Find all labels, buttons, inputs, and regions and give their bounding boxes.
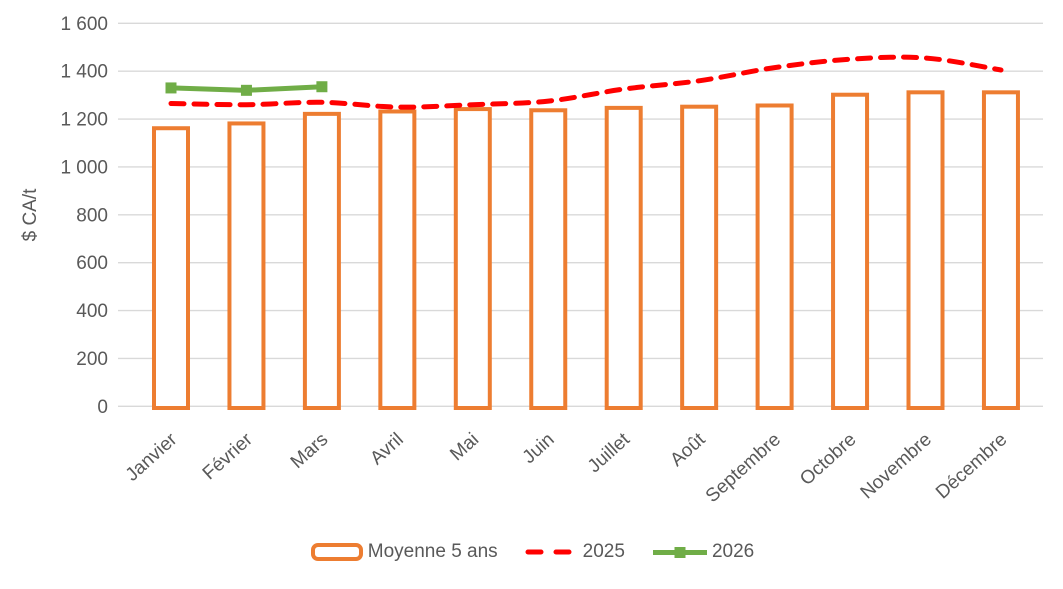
bar-janvier: [152, 126, 190, 410]
legend: Moyenne 5 ans 2025 2026: [0, 541, 1063, 563]
bar-juillet: [604, 105, 643, 411]
x-axis-label-octobre: Octobre: [796, 429, 860, 490]
legend-item-2025: 2025: [524, 541, 625, 563]
y-axis-tick-labels: 0 200 400 600 800 1 000 1 200 1 400 1 600: [60, 14, 108, 418]
y-tick-label: 1 000: [60, 157, 108, 178]
bar-décembre: [981, 90, 1020, 410]
bar-juin: [529, 108, 568, 410]
y-tick-label: 1 600: [60, 14, 108, 35]
y-tick-label: 1 200: [60, 110, 108, 131]
x-axis-label-avril: Avril: [366, 429, 407, 469]
x-axis-label-décembre: Décembre: [932, 429, 1011, 503]
bar-mai: [453, 107, 492, 411]
line-series-2026: [165, 81, 328, 96]
series-2026-marker-février: [240, 84, 252, 96]
y-tick-label: 400: [76, 301, 108, 322]
bar-septembre: [755, 103, 794, 410]
y-axis-title: $ CA/t: [20, 188, 41, 242]
y-tick-label: 800: [76, 205, 108, 226]
y-tick-label: 0: [97, 397, 108, 418]
bar-mars: [302, 111, 341, 411]
series-2026-marker-janvier: [165, 82, 177, 94]
x-axis-label-septembre: Septembre: [702, 429, 785, 507]
y-tick-label: 1 400: [60, 62, 108, 83]
marker-line-swatch-icon: [652, 546, 707, 558]
dashed-line-swatch-icon: [525, 549, 579, 555]
bar-series-moyenne-5-ans: [152, 90, 1020, 411]
bar-août: [680, 104, 719, 410]
y-tick-label: 200: [76, 349, 108, 370]
bar-avril: [378, 109, 417, 410]
x-axis-label-février: Février: [199, 429, 257, 485]
x-axis-label-mars: Mars: [287, 429, 332, 473]
series-2026-marker-mars: [316, 81, 328, 93]
line-series-2025: [168, 54, 1004, 110]
bar-swatch-icon: [310, 543, 363, 561]
x-axis-label-mai: Mai: [446, 429, 483, 465]
legend-label-moyenne-5-ans: Moyenne 5 ans: [367, 541, 498, 562]
bar-février: [227, 121, 266, 410]
legend-item-moyenne-5-ans: Moyenne 5 ans: [309, 541, 498, 563]
legend-label-2025: 2025: [582, 541, 625, 562]
bar-octobre: [831, 92, 870, 410]
x-axis-label-novembre: Novembre: [857, 429, 936, 503]
legend-label-2026: 2026: [711, 541, 755, 562]
legend-item-2026: 2026: [651, 541, 754, 563]
y-tick-label: 600: [76, 253, 108, 274]
x-axis-label-juin: Juin: [519, 429, 559, 468]
x-axis-label-janvier: Janvier: [122, 429, 182, 486]
plot-area: 0 200 400 600 800 1 000 1 200 1 400 1 600 $ CA/t…: [20, 14, 1043, 507]
gridlines: [118, 22, 1043, 407]
x-axis-label-juillet: Juillet: [584, 429, 635, 478]
x-axis-labels: Janvier Février Mars Avril Mai Juin Juillet Aoû…: [122, 429, 1012, 507]
x-axis-label-août: Août: [666, 429, 710, 471]
bar-novembre: [906, 90, 945, 410]
